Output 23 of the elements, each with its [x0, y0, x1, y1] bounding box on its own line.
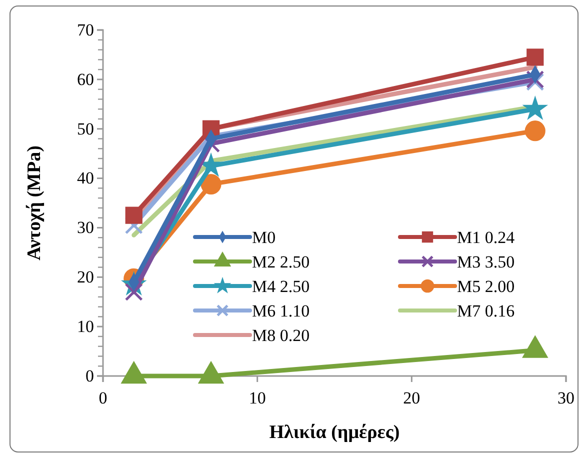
legend-label: M1 0.24: [457, 228, 516, 247]
y-tick-label: 20: [77, 268, 94, 287]
x-tick-label: 0: [98, 388, 108, 408]
legend-label: M4 2.50: [252, 277, 310, 296]
y-tick-label: 0: [86, 366, 94, 386]
legend-label: M3 3.50: [457, 252, 515, 272]
x-axis-title: Ηλικία (ημέρες): [269, 422, 400, 443]
legend-label: M8 0.20: [252, 326, 310, 345]
y-tick-label: 40: [77, 168, 94, 188]
y-tick-label: 10: [77, 317, 94, 336]
y-tick-label: 30: [77, 218, 94, 238]
x-tick-label: 30: [558, 388, 574, 408]
legend-label: M7 0.16: [457, 302, 515, 320]
legend-label: M5 2.00: [457, 277, 515, 296]
x-tick-label: 10: [248, 388, 266, 408]
y-tick-label: 60: [77, 70, 94, 89]
legend-label: M6 1.10: [252, 302, 310, 320]
y-tick-label: 70: [77, 20, 94, 40]
legend-label: M0: [252, 228, 276, 247]
x-tick-label: 20: [403, 388, 420, 408]
y-tick-label: 50: [77, 119, 94, 138]
legend-label: M2 2.50: [252, 252, 310, 272]
y-axis-title: Αντοχή (MPa): [24, 146, 45, 260]
